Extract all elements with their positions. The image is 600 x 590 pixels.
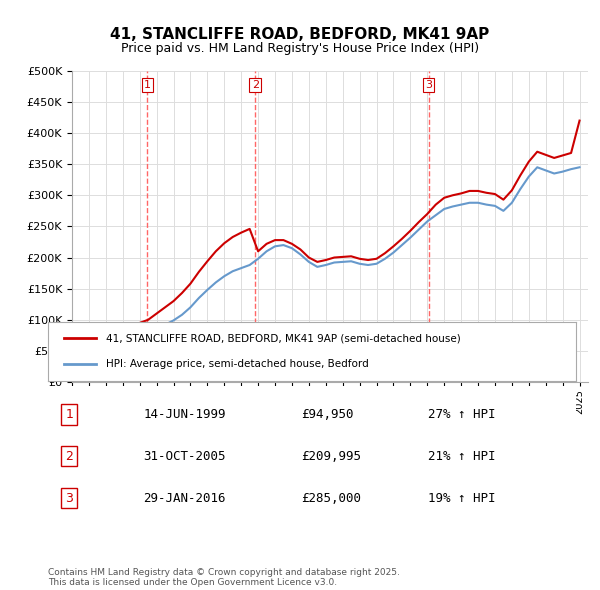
Text: 3: 3 [425, 80, 432, 90]
Text: £285,000: £285,000 [301, 491, 361, 504]
Text: 2: 2 [251, 80, 259, 90]
Text: 27% ↑ HPI: 27% ↑ HPI [428, 408, 496, 421]
Text: 2: 2 [65, 450, 73, 463]
Text: 29-JAN-2016: 29-JAN-2016 [143, 491, 226, 504]
Text: £209,995: £209,995 [301, 450, 361, 463]
Text: 3: 3 [65, 491, 73, 504]
Text: Contains HM Land Registry data © Crown copyright and database right 2025.
This d: Contains HM Land Registry data © Crown c… [48, 568, 400, 587]
Text: Price paid vs. HM Land Registry's House Price Index (HPI): Price paid vs. HM Land Registry's House … [121, 42, 479, 55]
Text: 31-OCT-2005: 31-OCT-2005 [143, 450, 226, 463]
Text: £94,950: £94,950 [301, 408, 354, 421]
Text: HPI: Average price, semi-detached house, Bedford: HPI: Average price, semi-detached house,… [106, 359, 369, 369]
Text: 21% ↑ HPI: 21% ↑ HPI [428, 450, 496, 463]
Text: 41, STANCLIFFE ROAD, BEDFORD, MK41 9AP: 41, STANCLIFFE ROAD, BEDFORD, MK41 9AP [110, 27, 490, 41]
Text: 14-JUN-1999: 14-JUN-1999 [143, 408, 226, 421]
Text: 41, STANCLIFFE ROAD, BEDFORD, MK41 9AP (semi-detached house): 41, STANCLIFFE ROAD, BEDFORD, MK41 9AP (… [106, 333, 461, 343]
Text: 1: 1 [65, 408, 73, 421]
Text: 1: 1 [144, 80, 151, 90]
Text: 19% ↑ HPI: 19% ↑ HPI [428, 491, 496, 504]
